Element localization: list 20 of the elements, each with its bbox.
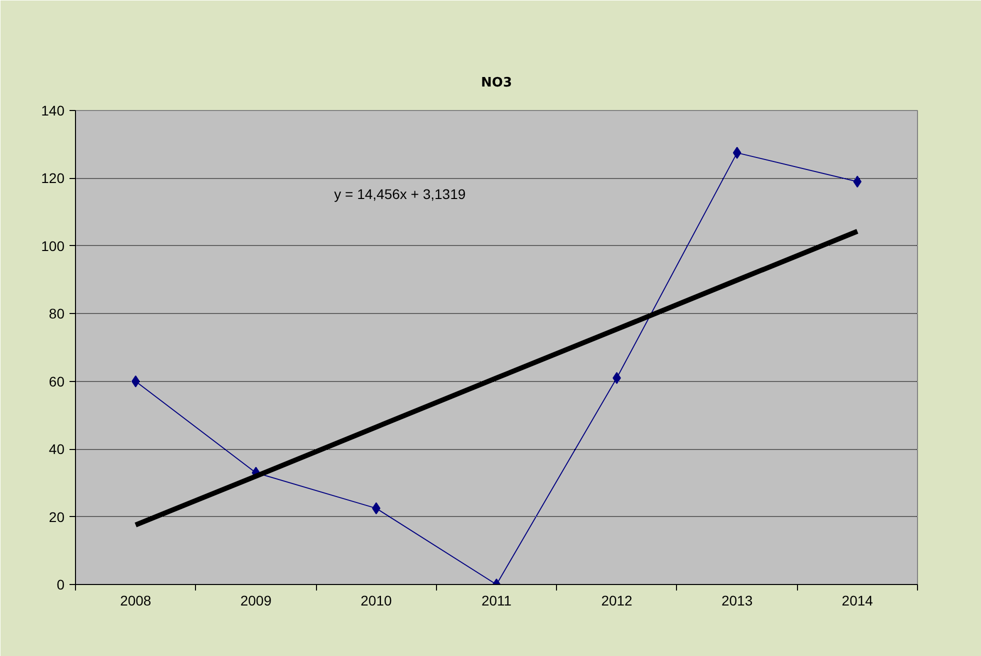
x-tick-label: 2014 [842,592,874,608]
chart-title: NO3 [481,76,512,90]
x-tick-label: 2009 [240,592,272,608]
y-tick-label: 60 [48,373,65,390]
x-tick-label: 2011 [481,592,512,608]
point [732,146,742,159]
x-tick-label: 2012 [601,592,633,608]
annotation: y = 14,456x + 3,1319 [334,186,466,202]
x-tick-label: 2010 [360,592,392,608]
x-tick-label: 2008 [120,592,152,608]
x-tick-label: 2013 [722,592,753,608]
point [853,176,862,188]
y-tick-label: 140 [41,102,65,118]
y-tick-label: 0 [56,576,65,592]
y-tick-label: 120 [41,170,65,186]
point [131,375,140,388]
y-tick-label: 100 [41,238,65,254]
y-tick-label: 80 [48,306,65,322]
y-tick-label: 20 [48,508,65,525]
y-tick-label: 40 [48,441,65,458]
